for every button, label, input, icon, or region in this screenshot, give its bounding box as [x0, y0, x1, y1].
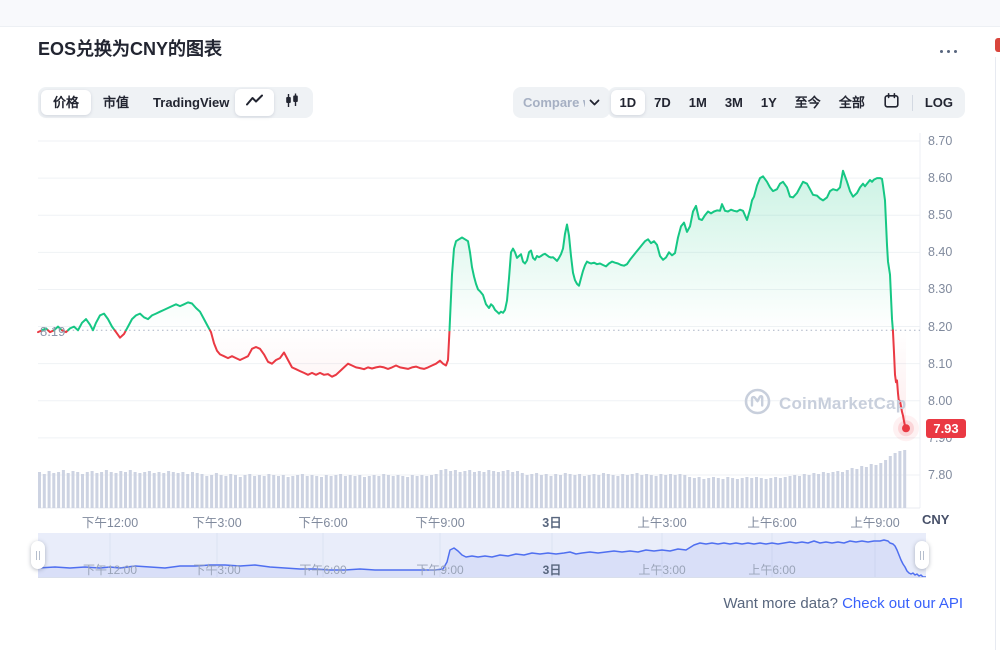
x-tick-label: 上午3:00 [637, 516, 687, 530]
navigator-tick-label: 3日 [542, 563, 562, 577]
tab-marketcap[interactable]: 市值 [103, 95, 130, 110]
navigator-tick-label: 下午3:00 [193, 563, 241, 577]
candlestick-chart-type-button[interactable] [274, 89, 310, 117]
page-title: EOS兑换为CNY的图表 [38, 39, 223, 59]
coinmarketcap-watermark: CoinMarketCap [744, 388, 906, 420]
y-tick-label: 8.60 [928, 171, 953, 186]
y-tick-label: 8.10 [928, 356, 953, 371]
chevron-down-icon [589, 99, 600, 106]
range-all-button[interactable]: 全部 [838, 95, 865, 110]
candlestick-icon [284, 93, 300, 113]
last-price-badge: 7.93 [926, 419, 966, 438]
range-ytd-button[interactable]: 至今 [794, 95, 821, 110]
y-tick-label: 7.90 [928, 430, 953, 445]
y-tick-label: 8.20 [928, 319, 953, 334]
coinmarketcap-logo-icon [744, 388, 771, 420]
range-1m-button[interactable]: 1M [688, 95, 707, 110]
clipped-side-icon [995, 38, 1000, 52]
y-tick-label: 8.00 [928, 393, 953, 408]
navigator-tick-label: 下午9:00 [416, 563, 464, 577]
log-scale-button[interactable]: LOG [924, 95, 953, 110]
range-7d-button[interactable]: 7D [654, 95, 671, 110]
toolbar-divider [911, 94, 913, 111]
navigator-chart[interactable] [38, 533, 926, 579]
currency-unit-label: CNY [922, 512, 950, 527]
tab-tradingview[interactable]: TradingView [153, 95, 230, 110]
range-1d-button[interactable]: 1D [610, 90, 646, 115]
price-chart-canvas[interactable] [0, 0, 1000, 530]
compare-with-dropdown[interactable]: Compare with [513, 87, 610, 118]
page-top-strip [0, 0, 1000, 27]
api-link[interactable]: Check out our API [842, 595, 963, 612]
y-tick-label: 8.70 [928, 134, 953, 148]
navigator-handle-right[interactable] [915, 541, 929, 569]
more-options-button[interactable] [940, 50, 957, 53]
view-tab-group: 价格 市值 TradingView [38, 87, 245, 118]
navigator-tick-label: 上午6:00 [748, 563, 796, 577]
y-tick-label: 8.50 [928, 208, 953, 223]
date-range-group: 1D 7D 1M 3M 1Y 至今 全部 LOG [607, 87, 965, 118]
y-tick-label: 7.80 [928, 468, 953, 482]
range-3m-button[interactable]: 3M [724, 95, 743, 110]
navigator-tick-label: 下午12:00 [82, 563, 138, 577]
chart-type-group [232, 87, 313, 118]
x-tick-label: 上午9:00 [850, 516, 900, 530]
x-tick-label: 下午12:00 [81, 516, 139, 530]
navigator-handle-left[interactable] [31, 541, 45, 569]
line-chart-type-button[interactable] [235, 89, 274, 116]
tab-price[interactable]: 价格 [41, 90, 92, 115]
calendar-icon [884, 92, 899, 113]
y-tick-label: 8.30 [928, 282, 953, 297]
right-panel-divider [995, 57, 996, 650]
custom-date-button[interactable] [874, 89, 909, 117]
navigator-tick-label: 下午6:00 [299, 563, 347, 577]
x-tick-label: 上午6:00 [747, 516, 797, 530]
open-price-label: 8.19 [40, 324, 66, 339]
x-tick-label: 下午3:00 [192, 516, 242, 530]
range-1y-button[interactable]: 1Y [760, 95, 777, 110]
line-chart-icon [245, 93, 264, 112]
api-promo: Want more data? Check out our API [723, 595, 963, 612]
x-tick-label: 下午9:00 [415, 516, 465, 530]
x-tick-label: 下午6:00 [298, 516, 348, 530]
y-tick-label: 8.40 [928, 245, 953, 260]
navigator-tick-label: 上午3:00 [638, 563, 686, 577]
x-tick-label: 3日 [542, 516, 562, 530]
